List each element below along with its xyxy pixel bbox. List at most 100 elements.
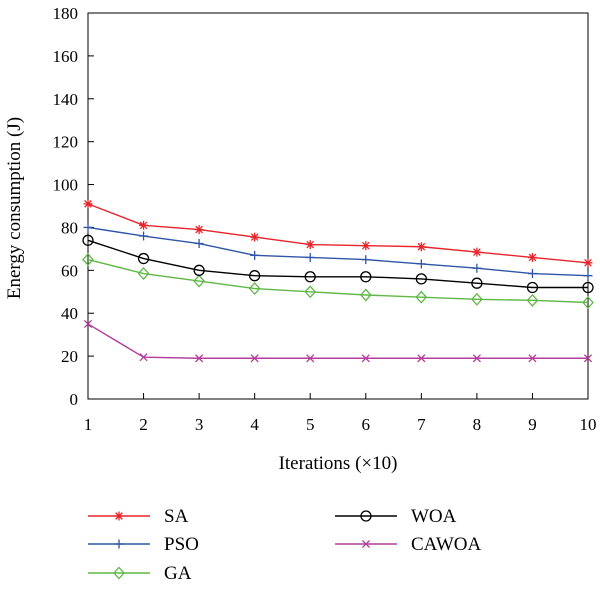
data-point-pso bbox=[416, 259, 426, 269]
x-tick-label: 5 bbox=[306, 415, 315, 434]
x-tick-label: 4 bbox=[250, 415, 259, 434]
data-point-ga bbox=[137, 267, 150, 281]
data-point-woa bbox=[137, 252, 150, 265]
data-point-woa bbox=[471, 277, 483, 289]
series-woa bbox=[82, 234, 594, 294]
y-tick-label: 100 bbox=[53, 176, 79, 195]
y-tick-label: 20 bbox=[61, 347, 78, 366]
data-point-woa bbox=[193, 264, 205, 276]
data-point-woa bbox=[526, 281, 539, 294]
data-point-pso bbox=[361, 255, 371, 265]
plot-frame bbox=[87, 12, 589, 400]
legend-marker-cawoa bbox=[361, 539, 371, 549]
legend-label-pso: PSO bbox=[164, 534, 199, 555]
x-tick-label: 3 bbox=[195, 415, 204, 434]
plot-area bbox=[87, 12, 589, 400]
data-point-sa bbox=[139, 220, 149, 230]
series-cawoa bbox=[83, 319, 593, 363]
data-point-ga bbox=[82, 253, 94, 267]
data-point-sa bbox=[194, 225, 204, 235]
x-tick-label: 7 bbox=[417, 415, 426, 434]
legend-item-pso: PSO bbox=[88, 534, 199, 555]
data-point-ga bbox=[193, 274, 205, 288]
series-line-ga bbox=[87, 258, 589, 304]
y-axis-ticks: 0 20 40 60 80 100 120 140 160 180 bbox=[53, 4, 94, 409]
data-point-cawoa bbox=[583, 354, 593, 363]
x-tick-label: 6 bbox=[362, 415, 371, 434]
data-point-pso bbox=[83, 222, 93, 232]
legend-label-ga: GA bbox=[164, 563, 192, 584]
y-tick-label: 0 bbox=[70, 390, 79, 409]
y-tick-label: 160 bbox=[53, 47, 79, 66]
legend-item-ga: GA bbox=[88, 563, 192, 584]
data-point-cawoa bbox=[417, 354, 426, 363]
series-line-woa bbox=[87, 239, 588, 289]
data-point-cawoa bbox=[195, 354, 204, 363]
data-point-sa bbox=[472, 247, 482, 257]
data-point-pso bbox=[583, 271, 593, 281]
series-line-cawoa bbox=[87, 323, 588, 359]
data-point-ga bbox=[526, 293, 539, 307]
data-point-sa bbox=[361, 241, 371, 251]
y-tick-label: 140 bbox=[53, 90, 79, 109]
legend-item-sa: SA bbox=[88, 506, 189, 527]
x-tick-label: 2 bbox=[139, 415, 148, 434]
data-point-cawoa bbox=[139, 353, 148, 362]
data-point-ga bbox=[471, 292, 483, 306]
data-point-sa bbox=[250, 232, 260, 242]
series-sa bbox=[83, 199, 593, 268]
data-point-sa bbox=[527, 252, 537, 262]
y-axis-label: Energy consumption (J) bbox=[4, 117, 25, 299]
x-tick-label: 8 bbox=[473, 415, 482, 434]
legend-marker-ga bbox=[113, 566, 125, 580]
legend-label-woa: WOA bbox=[411, 506, 457, 527]
legend-marker-sa bbox=[114, 511, 124, 521]
data-point-woa bbox=[249, 270, 261, 282]
legend-item-cawoa: CAWOA bbox=[335, 534, 482, 555]
data-point-sa bbox=[83, 199, 93, 209]
data-point-pso bbox=[527, 269, 537, 279]
y-tick-label: 180 bbox=[53, 4, 79, 23]
data-point-pso bbox=[250, 250, 260, 260]
data-point-pso bbox=[194, 239, 204, 249]
legend-label-cawoa: CAWOA bbox=[411, 534, 482, 555]
y-tick-label: 80 bbox=[61, 218, 78, 237]
x-tick-label: 10 bbox=[580, 415, 597, 434]
data-point-cawoa bbox=[472, 354, 481, 363]
data-point-ga bbox=[359, 288, 372, 302]
data-point-woa bbox=[360, 271, 372, 283]
legend-marker-woa bbox=[360, 510, 372, 522]
data-point-woa bbox=[415, 273, 427, 285]
data-point-ga bbox=[415, 290, 428, 304]
data-point-pso bbox=[139, 231, 149, 241]
x-tick-label: 9 bbox=[528, 415, 537, 434]
x-tick-label: 1 bbox=[84, 415, 93, 434]
y-tick-label: 120 bbox=[53, 133, 79, 152]
y-tick-label: 40 bbox=[61, 304, 78, 323]
data-point-ga bbox=[304, 285, 317, 299]
legend-marker-pso bbox=[114, 539, 124, 549]
y-tick-label: 60 bbox=[61, 261, 78, 280]
data-point-sa bbox=[305, 240, 315, 250]
data-point-cawoa bbox=[306, 354, 315, 363]
data-point-sa bbox=[583, 258, 593, 268]
data-point-cawoa bbox=[83, 319, 93, 329]
series-pso bbox=[83, 222, 593, 281]
data-point-pso bbox=[305, 252, 315, 262]
series-line-sa bbox=[87, 203, 589, 264]
x-axis-label: Iterations (×10) bbox=[279, 453, 398, 474]
data-point-cawoa bbox=[528, 354, 537, 363]
legend-label-sa: SA bbox=[164, 506, 189, 527]
data-point-woa bbox=[304, 271, 316, 283]
data-point-ga bbox=[248, 282, 261, 296]
series-line-pso bbox=[87, 226, 589, 277]
data-point-cawoa bbox=[361, 354, 370, 363]
data-point-woa bbox=[582, 281, 594, 294]
data-point-cawoa bbox=[250, 354, 259, 363]
legend-item-woa: WOA bbox=[335, 506, 457, 527]
series-layer bbox=[82, 199, 594, 363]
data-point-sa bbox=[416, 242, 426, 252]
data-point-ga bbox=[582, 296, 594, 309]
data-point-pso bbox=[472, 263, 482, 273]
